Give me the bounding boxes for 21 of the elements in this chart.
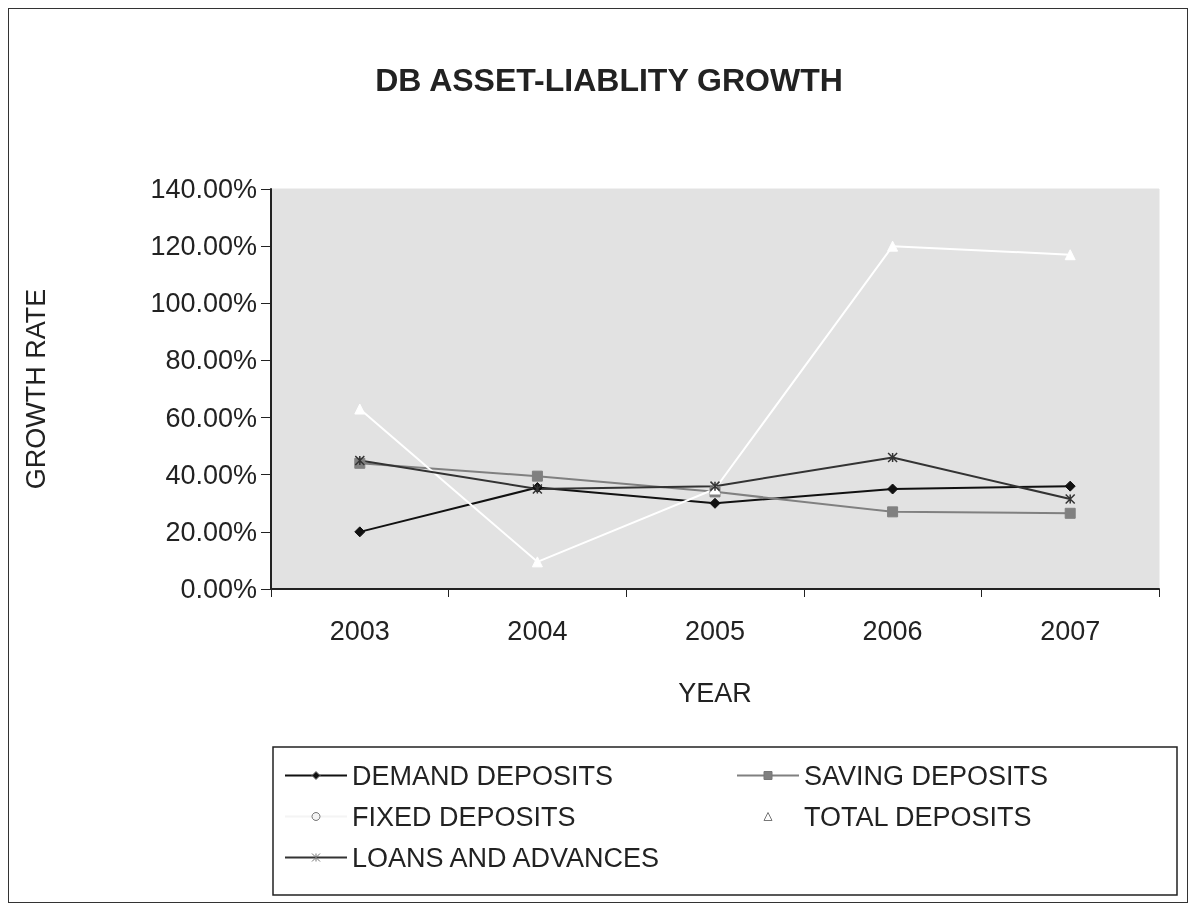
y-tick-label: 60.00% xyxy=(165,402,257,433)
chart-title: DB ASSET-LIABLITY GROWTH xyxy=(375,62,843,98)
legend-label: LOANS AND ADVANCES xyxy=(352,842,660,873)
x-tick-label: 2004 xyxy=(507,615,568,646)
x-tick-label: 2003 xyxy=(329,615,390,646)
x-tick-label: 2005 xyxy=(684,615,746,646)
x-tick-label: 2007 xyxy=(1040,615,1101,646)
y-tick-label: 80.00% xyxy=(165,345,257,376)
y-tick-label: 20.00% xyxy=(165,516,257,547)
y-tick-label: 120.00% xyxy=(150,231,257,262)
legend-label: DEMAND DEPOSITS xyxy=(352,760,614,791)
x-tick-label: 2006 xyxy=(862,615,923,646)
legend-label: TOTAL DEPOSITS xyxy=(804,801,1032,832)
y-axis-title: GROWTH RATE xyxy=(20,288,51,490)
legend-label: FIXED DEPOSITS xyxy=(352,801,576,832)
y-tick-label: 40.00% xyxy=(165,459,257,490)
x-axis-title: YEAR xyxy=(678,677,752,708)
y-tick-label: 0.00% xyxy=(180,574,257,604)
y-tick-label: 140.00% xyxy=(150,174,257,204)
legend-label: SAVING DEPOSITS xyxy=(804,760,1049,791)
y-tick-label: 100.00% xyxy=(150,288,257,319)
